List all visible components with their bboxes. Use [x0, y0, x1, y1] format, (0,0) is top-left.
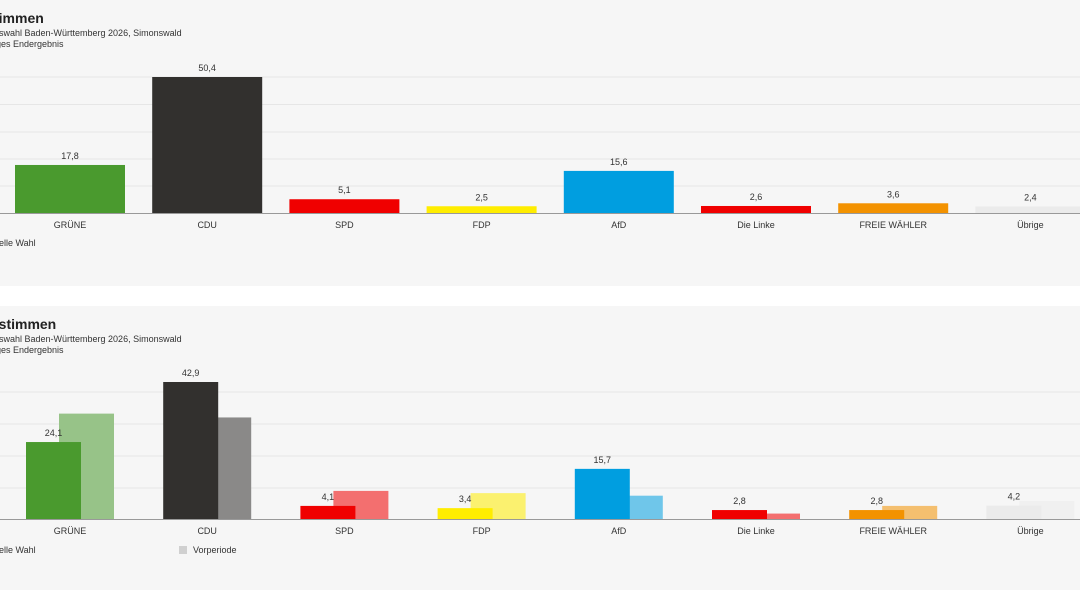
chart-status: iges Endergebnis — [0, 345, 64, 355]
data-label-4: 15,6 — [610, 157, 628, 167]
bar-current-1 — [163, 382, 219, 519]
data-label-7: 2,4 — [1024, 193, 1037, 203]
bar-current-7 — [975, 206, 1080, 213]
bar-current-6 — [849, 510, 905, 519]
data-label-1: 50,4 — [198, 63, 216, 73]
bar-current-3 — [437, 508, 493, 519]
chart-panel-second-votes: tstimmen gswahl Baden-Württemberg 2026, … — [0, 306, 1080, 590]
category-label-7: Übrige — [1017, 220, 1044, 230]
category-label-6: FREIE WÄHLER — [859, 220, 927, 230]
bar-current-5 — [701, 205, 811, 213]
data-label-6: 2,8 — [870, 496, 883, 506]
bar-current-1 — [152, 77, 263, 213]
chart-subtitle: gswahl Baden-Württemberg 2026, Simonswal… — [0, 334, 182, 344]
category-label-2: SPD — [335, 526, 354, 536]
bar-current-3 — [426, 206, 537, 213]
data-label-7: 4,2 — [1008, 492, 1021, 502]
legend: uelle Wahl — [0, 545, 36, 555]
bar-chart-second-votes: 24,1 GRÜNE 42,9 CDU 4,1 SPD 3,4 FDP 15,7 AfD 2,8 Di… — [0, 368, 1080, 536]
legend-label-current: uelle Wahl — [0, 545, 36, 555]
data-label-0: 17,8 — [61, 151, 79, 161]
chart-subtitle: gswahl Baden-Württemberg 2026, Simonswal… — [0, 28, 182, 38]
data-label-5: 2,8 — [733, 496, 746, 506]
category-label-3: FDP — [473, 526, 491, 536]
bar-current-2 — [289, 199, 400, 213]
category-label-5: Die Linke — [737, 526, 775, 536]
bar-current-4 — [574, 468, 630, 519]
legend-swatch-previous — [179, 546, 187, 554]
bar-current-0 — [15, 164, 125, 213]
category-label-1: CDU — [197, 526, 217, 536]
bar-chart-first-votes: 17,8 GRÜNE 50,4 CDU 5,1 SPD 2,5 FDP 15,6 AfD 2,6 Di… — [0, 63, 1080, 230]
category-label-0: GRÜNE — [54, 220, 87, 230]
category-label-7: Übrige — [1017, 526, 1044, 536]
chart-panel-first-votes: timmen gswahl Baden-Württemberg 2026, Si… — [0, 0, 1080, 286]
legend: uelle Wahl — [0, 238, 36, 248]
category-label-5: Die Linke — [737, 220, 775, 230]
data-label-6: 3,6 — [887, 189, 900, 199]
legend-previous: Vorperiode — [179, 545, 237, 555]
data-label-4: 15,7 — [594, 455, 612, 465]
data-label-5: 2,6 — [750, 192, 763, 202]
data-label-2: 5,1 — [338, 185, 351, 195]
chart-title: timmen — [0, 10, 44, 26]
category-label-0: GRÜNE — [54, 526, 87, 536]
data-label-2: 4,1 — [322, 492, 335, 502]
bar-current-4 — [563, 170, 674, 213]
category-label-3: FDP — [473, 220, 491, 230]
data-label-0: 24,1 — [45, 428, 63, 438]
bar-current-0 — [26, 442, 81, 519]
chart-title: tstimmen — [0, 316, 57, 332]
data-label-3: 3,4 — [459, 494, 472, 504]
bar-current-6 — [838, 203, 949, 213]
category-label-6: FREIE WÄHLER — [859, 526, 927, 536]
bar-current-7 — [986, 505, 1042, 519]
bar-current-5 — [712, 510, 767, 519]
bar-previous-5 — [745, 513, 800, 519]
category-label-4: AfD — [611, 220, 627, 230]
chart-status: iges Endergebnis — [0, 39, 64, 49]
bar-current-2 — [300, 505, 356, 519]
category-label-4: AfD — [611, 526, 627, 536]
legend-label-previous: Vorperiode — [193, 545, 237, 555]
data-label-1: 42,9 — [182, 368, 200, 378]
legend-label-current: uelle Wahl — [0, 238, 36, 248]
data-label-3: 2,5 — [475, 192, 488, 202]
category-label-2: SPD — [335, 220, 354, 230]
category-label-1: CDU — [197, 220, 217, 230]
